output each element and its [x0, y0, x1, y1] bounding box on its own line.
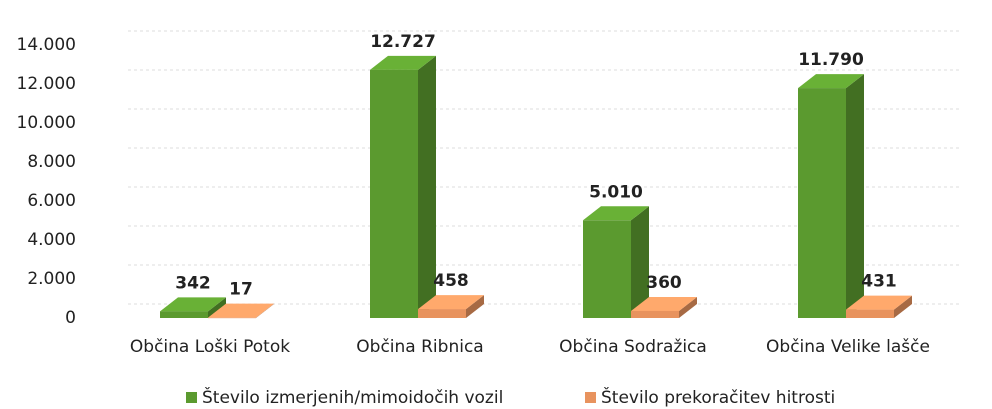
data-label: 431 [861, 272, 897, 292]
bar-front [631, 310, 679, 318]
bar-front [418, 309, 466, 318]
bar-side [846, 74, 864, 318]
legend-label: Število prekoračitev hitrosti [601, 386, 835, 408]
legend-swatch [186, 392, 197, 403]
bar [846, 295, 912, 318]
bar-top [798, 74, 864, 89]
data-label: 17 [229, 280, 253, 300]
bar [160, 297, 226, 318]
bar-front [798, 88, 846, 318]
data-label: 342 [175, 273, 211, 293]
y-tick-label: 2.000 [27, 269, 76, 289]
bar-top [208, 303, 274, 318]
data-label: 458 [433, 271, 469, 291]
x-tick-label: Občina Loški Potok [130, 337, 290, 357]
bar-top [160, 297, 226, 312]
bar [208, 303, 274, 319]
bar-top [631, 296, 697, 311]
y-tick-label: 4.000 [27, 230, 76, 250]
bar-front [846, 309, 894, 318]
bar-side [256, 303, 274, 318]
data-label: 360 [646, 273, 682, 293]
y-tick-label: 6.000 [27, 191, 76, 211]
bar-front [160, 311, 208, 318]
bar [798, 74, 864, 318]
bar-side [466, 295, 484, 318]
bar [631, 296, 697, 318]
bar-top [370, 55, 436, 70]
legend-label: Število izmerjenih/mimoidočih vozil [202, 386, 503, 408]
x-tick-label: Občina Velike lašče [766, 337, 930, 357]
bar-side [631, 206, 649, 318]
legend-swatch [585, 392, 596, 403]
bar [583, 206, 649, 318]
data-label: 12.727 [370, 32, 436, 52]
data-label: 11.790 [798, 50, 864, 70]
bar-side [679, 296, 697, 318]
y-tick-label: 14.000 [17, 35, 76, 55]
x-tick-label: Občina Ribnica [356, 337, 483, 357]
bar [370, 55, 436, 319]
bar-top [583, 206, 649, 221]
bar-top [846, 295, 912, 310]
bar-side [894, 295, 912, 318]
bar [418, 295, 484, 318]
bar-side [208, 297, 226, 318]
bar-front [370, 69, 418, 318]
data-label: 5.010 [589, 182, 643, 202]
x-tick-label: Občina Sodražica [559, 337, 707, 357]
bar-front [208, 317, 256, 319]
bar-top [418, 295, 484, 310]
y-tick-label: 12.000 [17, 74, 76, 94]
bar-front [583, 220, 631, 318]
bar-side [418, 55, 436, 319]
y-tick-label: 10.000 [17, 113, 76, 133]
y-tick-label: 8.000 [27, 152, 76, 172]
y-tick-label: 0 [65, 308, 76, 328]
